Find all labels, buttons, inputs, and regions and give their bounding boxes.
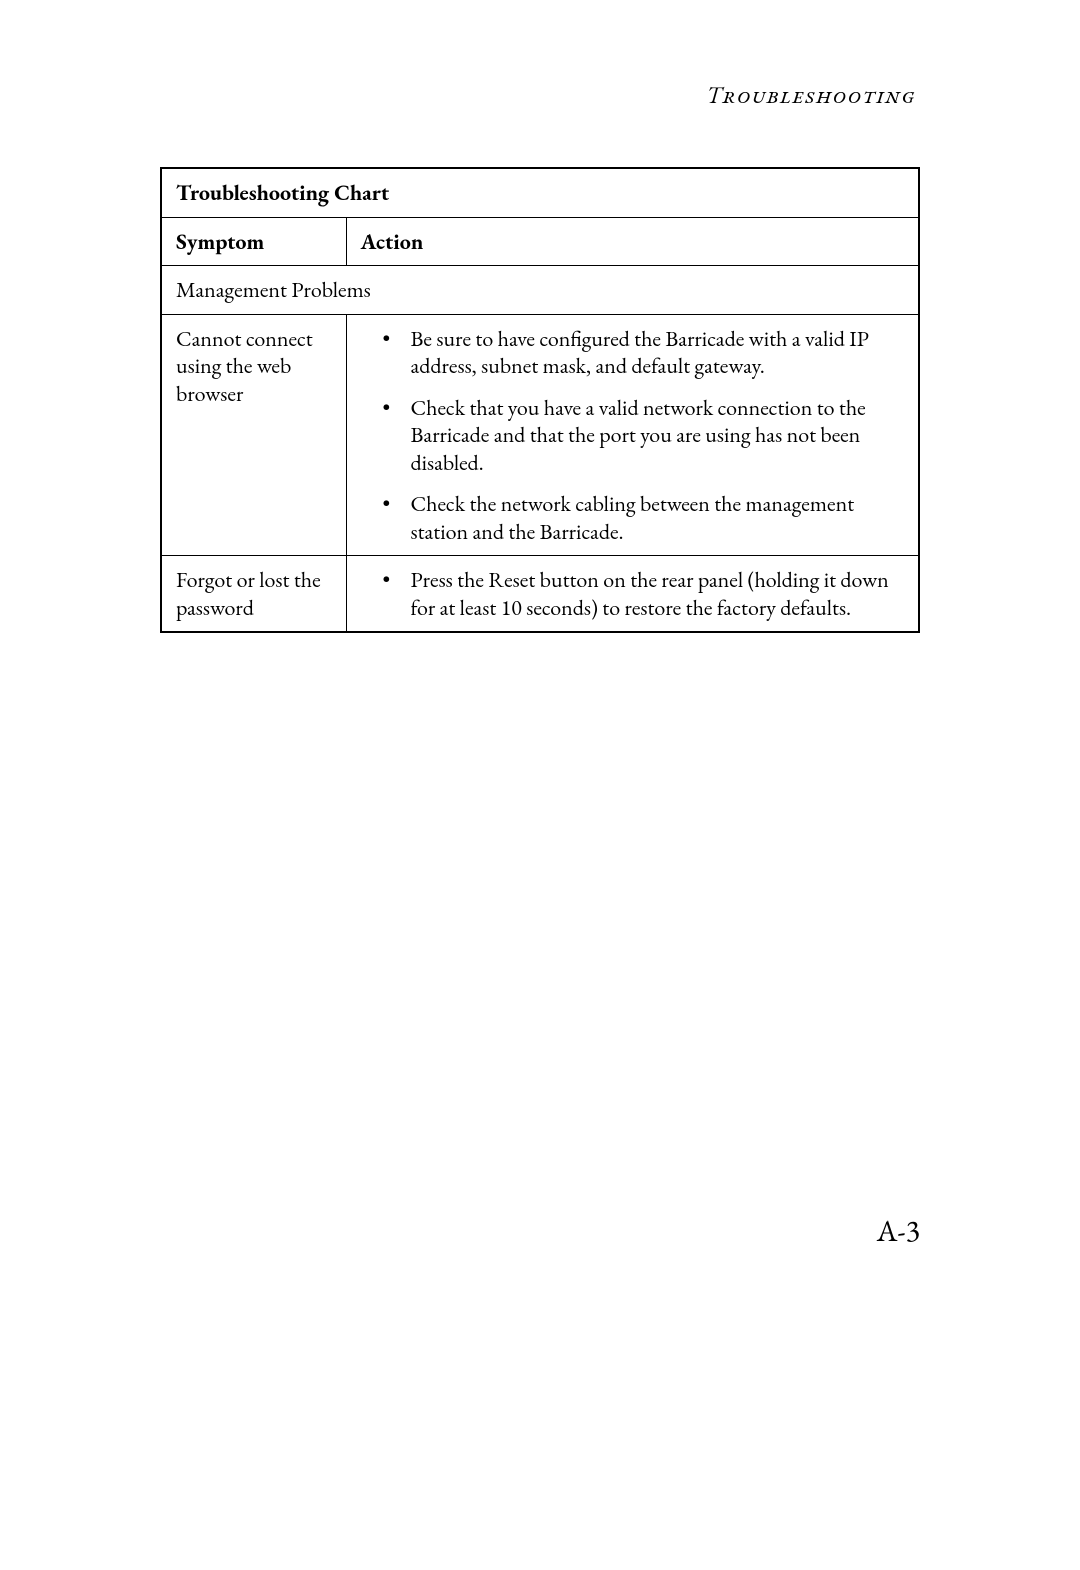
col-header-symptom: Symptom (161, 217, 346, 266)
action-item: Press the Reset button on the rear panel… (383, 566, 905, 621)
section-header: Management Problems (161, 266, 919, 315)
action-list: Be sure to have configured the Barricade… (361, 325, 905, 546)
action-item: Check that you have a valid network conn… (383, 394, 905, 477)
action-cell: Press the Reset button on the rear panel… (346, 556, 919, 633)
symptom-cell: Cannot connect using the web browser (161, 314, 346, 556)
action-item: Check the network cabling between the ma… (383, 490, 905, 545)
page-header: Troubleshooting (160, 80, 920, 111)
table-title: Troubleshooting Chart (161, 168, 919, 217)
page-content: Troubleshooting Troubleshooting Chart Sy… (160, 80, 920, 633)
action-item: Be sure to have configured the Barricade… (383, 325, 905, 380)
col-header-action: Action (346, 217, 919, 266)
table-row: Cannot connect using the web browser Be … (161, 314, 919, 556)
troubleshooting-table: Troubleshooting Chart Symptom Action Man… (160, 167, 920, 633)
action-cell: Be sure to have configured the Barricade… (346, 314, 919, 556)
table-row: Forgot or lost the password Press the Re… (161, 556, 919, 633)
symptom-cell: Forgot or lost the password (161, 556, 346, 633)
action-list: Press the Reset button on the rear panel… (361, 566, 905, 621)
page-number: A-3 (877, 1211, 920, 1250)
